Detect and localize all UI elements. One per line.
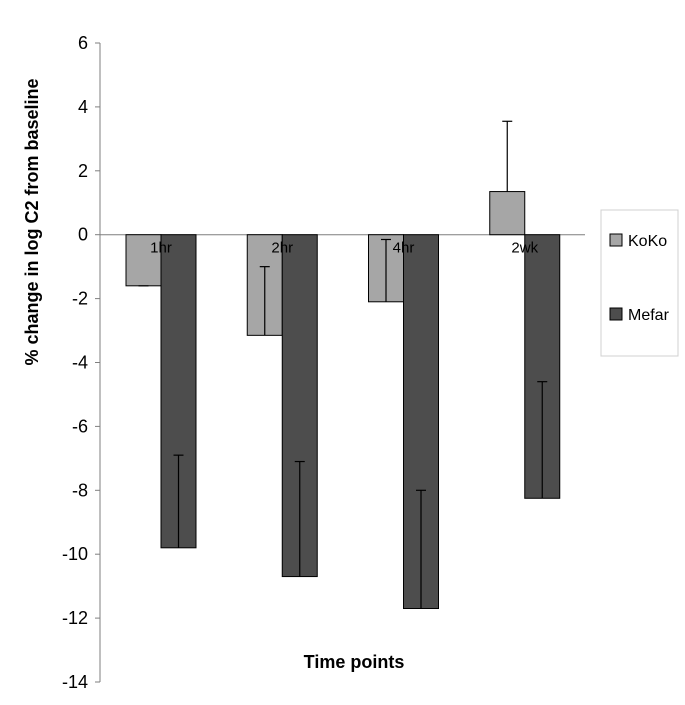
y-tick-label: -12 — [62, 608, 88, 628]
y-axis-ticks: 6 4 2 0 -2 -4 -6 -8 -10 -12 -14 — [62, 33, 100, 692]
y-tick-label: -8 — [72, 480, 88, 500]
y-tick-label: -10 — [62, 544, 88, 564]
y-tick-label: -4 — [72, 353, 88, 373]
y-tick-label: -14 — [62, 672, 88, 692]
y-tick-label: -6 — [72, 416, 88, 436]
y-tick-label: 2 — [78, 161, 88, 181]
category-label-1hr: 1hr — [150, 240, 172, 257]
legend-box — [600, 209, 679, 357]
x-axis-title: Time points — [304, 652, 405, 672]
category-label-2hr: 2hr — [271, 240, 293, 257]
legend-swatch-koko — [609, 233, 623, 247]
legend-label-mefar: Mefar — [628, 307, 670, 324]
category-label-4hr: 4hr — [393, 240, 415, 257]
y-tick-label: -2 — [72, 289, 88, 309]
legend: KoKo Mefar — [600, 209, 679, 357]
y-tick-label: 6 — [78, 33, 88, 53]
legend-label-koko: KoKo — [628, 233, 667, 250]
y-tick-label: 4 — [78, 97, 88, 117]
legend-swatch-mefar — [609, 307, 623, 321]
category-label-2wk: 2wk — [511, 240, 538, 257]
y-axis-title: % change in log C2 from baseline — [22, 78, 42, 365]
category-labels: 1hr 2hr 4hr 2wk — [150, 240, 538, 257]
y-tick-label: 0 — [78, 225, 88, 245]
bars-group — [125, 120, 561, 610]
bar-koko-2wk — [489, 191, 526, 236]
